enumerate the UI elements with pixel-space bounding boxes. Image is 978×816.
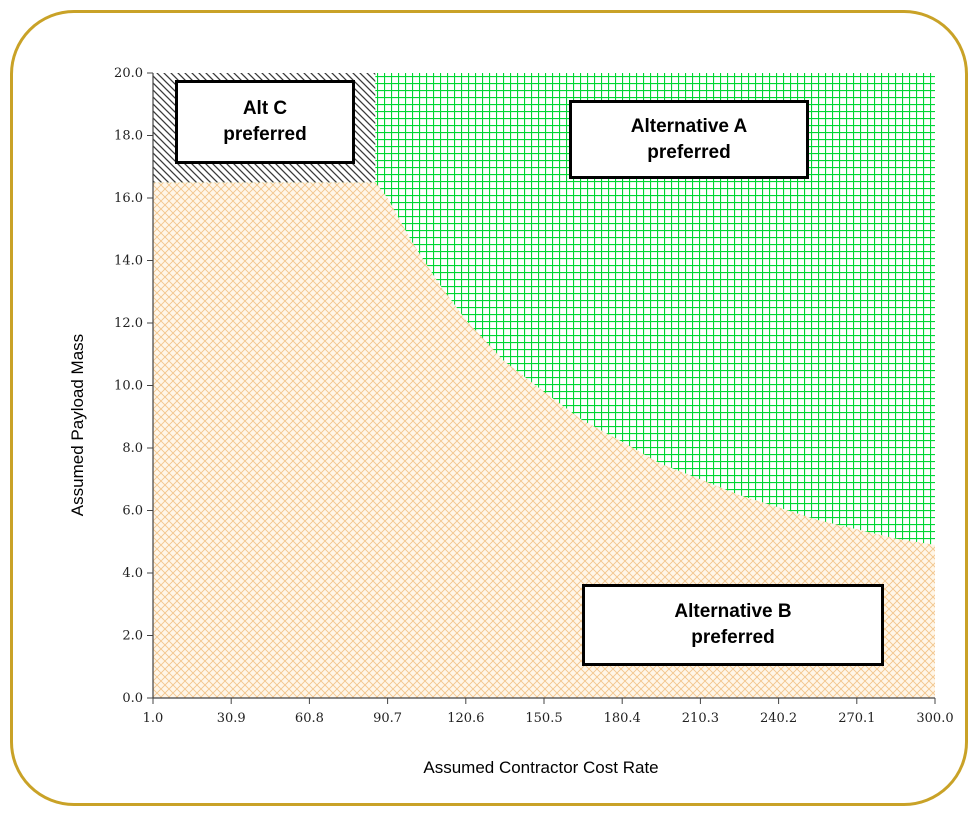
y-tick-label: 8.0 xyxy=(122,441,143,456)
x-axis-title: Assumed Contractor Cost Rate xyxy=(423,758,658,777)
axes: 1.0 30.9 60.8 90.7 120.6 150.5 180.4 210.3 240.2… xyxy=(114,66,954,726)
alternative-b-label-line1: Alternative B xyxy=(674,601,792,622)
y-tick-label: 4.0 xyxy=(122,566,143,581)
x-tick-label: 240.2 xyxy=(760,711,797,726)
alternative-b-region xyxy=(153,182,935,698)
y-tick-label: 12.0 xyxy=(114,316,143,331)
x-tick-label: 210.3 xyxy=(682,711,719,726)
chart-plot: 1.0 30.9 60.8 90.7 120.6 150.5 180.4 210.3 240.2… xyxy=(68,66,954,777)
y-tick-label: 18.0 xyxy=(114,129,143,144)
alternative-b-label-line2: preferred xyxy=(691,627,775,648)
y-tick-label: 16.0 xyxy=(114,191,143,206)
x-tick-label: 1.0 xyxy=(143,711,164,726)
x-tick-label: 180.4 xyxy=(604,711,641,726)
alt-c-label-line2: preferred xyxy=(223,124,307,145)
alt-c-label: Alt C preferred xyxy=(175,80,355,164)
x-tick-label: 120.6 xyxy=(447,711,484,726)
x-tick-label: 150.5 xyxy=(525,711,562,726)
y-tick-label: 2.0 xyxy=(122,629,143,644)
y-tick-label: 6.0 xyxy=(122,504,143,519)
x-tick-label: 60.8 xyxy=(295,711,324,726)
y-tick-label: 20.0 xyxy=(114,66,143,81)
rounded-frame: 1.0 30.9 60.8 90.7 120.6 150.5 180.4 210.3 240.2… xyxy=(10,10,968,806)
x-tick-label: 270.1 xyxy=(838,711,875,726)
y-axis-title: Assumed Payload Mass xyxy=(68,334,87,516)
y-tick-label: 0.0 xyxy=(122,691,143,706)
alternative-a-label-line1: Alternative A xyxy=(630,115,748,137)
x-tick-label: 300.0 xyxy=(916,711,953,726)
alt-c-label-line1: Alt C xyxy=(242,98,288,119)
alternative-b-label: Alternative B preferred xyxy=(582,584,884,666)
x-tick-label: 90.7 xyxy=(373,711,402,726)
x-tick-label: 30.9 xyxy=(217,711,246,726)
alternative-a-label: Alternative A preferred xyxy=(569,100,809,179)
alternative-a-label-line2: preferred xyxy=(647,141,731,163)
y-tick-label: 10.0 xyxy=(114,379,143,394)
y-tick-label: 14.0 xyxy=(114,254,143,269)
